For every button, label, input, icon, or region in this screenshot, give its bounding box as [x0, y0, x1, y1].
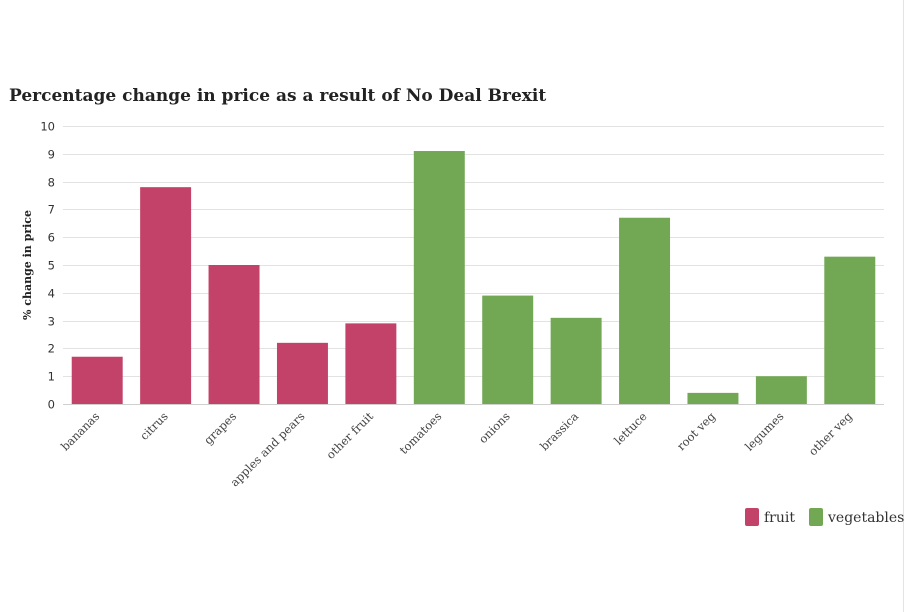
- x-tick-label: apples and pears: [227, 409, 307, 489]
- x-tick-label: grapes: [201, 409, 239, 447]
- gridlines: [63, 126, 884, 405]
- legend-swatch: [809, 508, 823, 526]
- x-tick-label: brassica: [537, 409, 581, 453]
- x-tick-label: lettuce: [611, 409, 650, 448]
- bar: [345, 323, 397, 404]
- y-tick-label: 7: [48, 203, 55, 217]
- x-tick-label: bananas: [58, 409, 102, 453]
- bar: [276, 342, 328, 404]
- legend-label: fruit: [764, 510, 795, 526]
- y-tick-label: 3: [48, 315, 55, 329]
- bar: [71, 356, 123, 404]
- bar: [687, 392, 739, 404]
- x-tick-label: onions: [476, 409, 513, 446]
- bar: [140, 187, 192, 404]
- bar: [619, 217, 671, 404]
- x-tick-label: root veg: [674, 409, 718, 453]
- y-tick-label: 1: [48, 370, 55, 384]
- x-tick-label: citrus: [137, 409, 171, 443]
- legend-swatch: [745, 508, 759, 526]
- chart-title: Percentage change in price as a result o…: [9, 86, 546, 106]
- y-axis-label: % change in price: [21, 210, 34, 320]
- y-tick-label: 6: [48, 231, 55, 245]
- y-tick-label: 0: [48, 398, 55, 412]
- bar: [413, 151, 465, 404]
- y-tick-label: 5: [48, 259, 55, 273]
- y-tick-label: 4: [48, 287, 55, 301]
- y-tick-label: 10: [40, 120, 55, 134]
- bar: [755, 376, 807, 404]
- legend-label: vegetables: [827, 510, 904, 526]
- bar: [208, 265, 260, 404]
- y-tick-label: 9: [48, 148, 55, 162]
- x-tick-label: other veg: [806, 409, 856, 459]
- bar: [550, 317, 602, 404]
- x-tick-label: legumes: [742, 409, 787, 454]
- x-tick-label: other fruit: [323, 409, 376, 462]
- bar: [482, 295, 534, 404]
- bars: [71, 151, 876, 404]
- x-tick-label: tomatoes: [397, 409, 445, 457]
- y-tick-label: 8: [48, 176, 55, 190]
- y-axis-ticks: 0 1 2 3 4 5 6 7 8 9 10: [40, 120, 55, 412]
- bar: [824, 256, 876, 404]
- y-tick-label: 2: [48, 342, 55, 356]
- legend: fruit vegetables: [745, 508, 904, 526]
